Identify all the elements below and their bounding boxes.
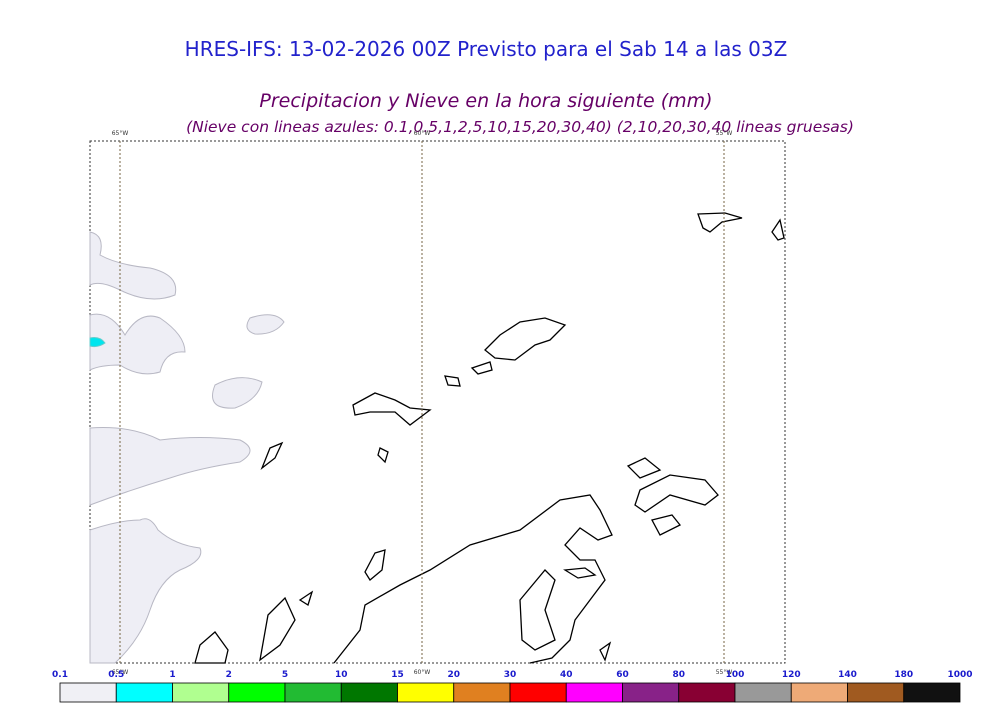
- colorbar-label: 1000: [947, 670, 972, 680]
- colorbar-label: 0.5: [108, 670, 124, 680]
- colorbar-label: 10: [335, 670, 348, 680]
- colorbar-label: 15: [391, 670, 404, 680]
- colorbar-swatch: [847, 682, 905, 703]
- colorbar-swatch: [903, 682, 961, 703]
- map-frame: [89, 140, 786, 664]
- coastline: [194, 212, 785, 664]
- meridians: 65°W 65°W 60°W 60°W 55°W 55°W: [112, 130, 733, 676]
- colorbar: 0.1 0.5 1 2 5 10 15 20 30 40 60 80 100 120 140 180 1000: [52, 670, 973, 703]
- colorbar-swatch: [678, 682, 736, 703]
- colorbar-swatch: [228, 682, 286, 703]
- colorbar-swatch: [397, 682, 455, 703]
- colorbar-label: 0.1: [52, 670, 68, 680]
- colorbar-swatch: [115, 682, 173, 703]
- colorbar-swatch: [59, 682, 117, 703]
- colorbar-swatch: [340, 682, 398, 703]
- colorbar-label: 20: [447, 670, 460, 680]
- colorbar-label: 120: [782, 670, 801, 680]
- meridian-label: 55°W: [716, 669, 733, 676]
- colorbar-swatch: [453, 682, 511, 703]
- meridian-label: 60°W: [414, 669, 431, 676]
- colorbar-label: 30: [504, 670, 517, 680]
- colorbar-swatch: [565, 682, 623, 703]
- colorbar-label: 60: [616, 670, 629, 680]
- colorbar-label: 1: [169, 670, 175, 680]
- colorbar-label: 180: [894, 670, 913, 680]
- colorbar-swatch: [622, 682, 680, 703]
- note: (Nieve con lineas azules: 0.1,0.5,1,2,5,…: [186, 118, 854, 136]
- colorbar-label: 140: [838, 670, 857, 680]
- meridian-label: 65°W: [112, 669, 129, 676]
- colorbar-label: 2: [226, 670, 232, 680]
- colorbar-swatch: [734, 682, 792, 703]
- subtitle: Precipitacion y Nieve en la hora siguien…: [259, 90, 712, 112]
- colorbar-label: 80: [672, 670, 685, 680]
- meridian-label: 60°W: [414, 130, 431, 137]
- colorbar-swatch: [790, 682, 848, 703]
- colorbar-swatch: [172, 682, 230, 703]
- colorbar-label: 100: [726, 670, 745, 680]
- meridian-label: 65°W: [112, 130, 129, 137]
- title: HRES-IFS: 13-02-2026 00Z Previsto para e…: [185, 37, 788, 61]
- precipitation: [89, 231, 285, 664]
- colorbar-swatch: [509, 682, 567, 703]
- colorbar-swatch: [284, 682, 342, 703]
- map: 65°W 65°W 60°W 60°W 55°W 55°W: [89, 130, 786, 676]
- meridian-label: 55°W: [716, 130, 733, 137]
- colorbar-label: 40: [560, 670, 573, 680]
- colorbar-label: 5: [282, 670, 288, 680]
